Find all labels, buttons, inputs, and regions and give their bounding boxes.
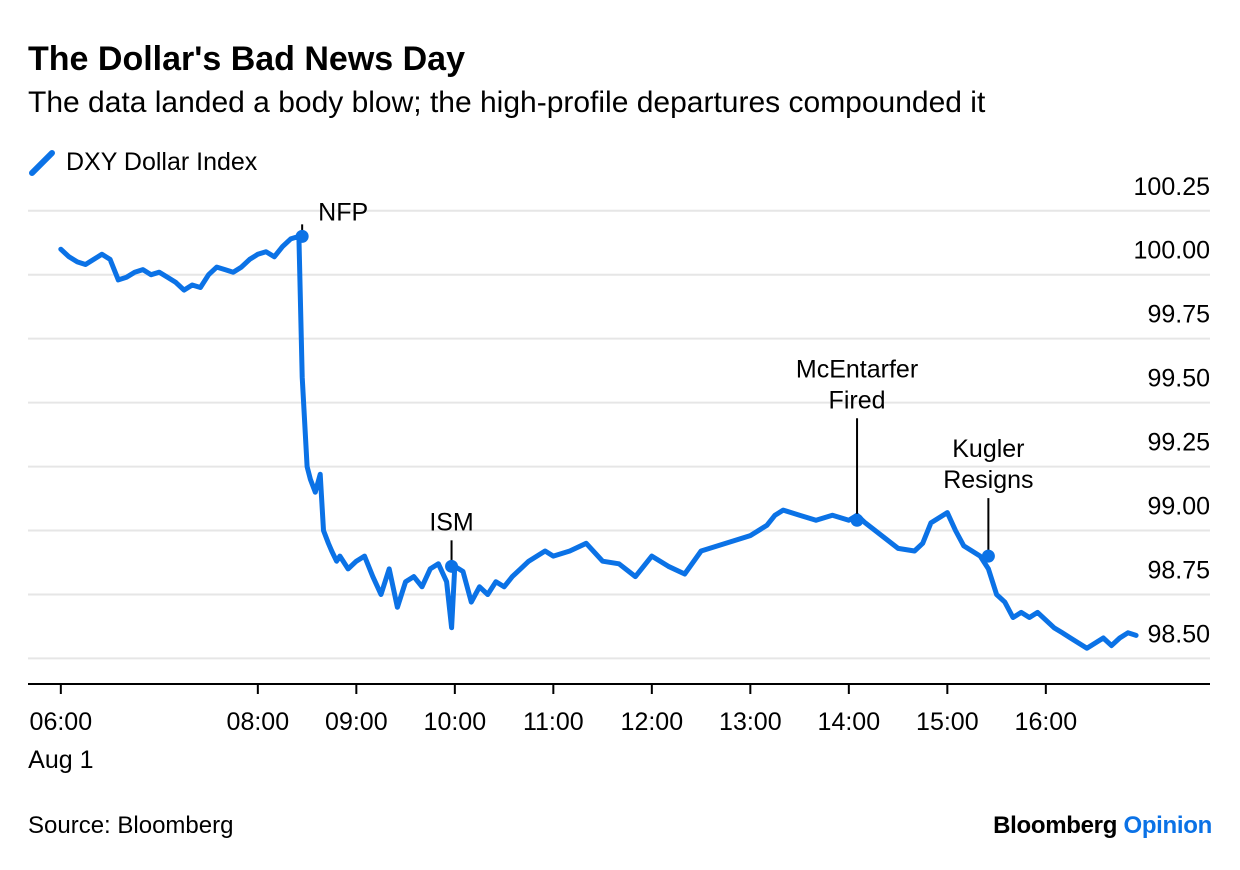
legend: DXY Dollar Index — [28, 148, 257, 177]
annotation-label-mcentarfer-fired: McEntarfer — [796, 355, 918, 383]
annotation-marker-kugler-resigns — [981, 549, 995, 563]
y-tick-label: 100.25 — [1134, 173, 1210, 201]
y-tick-label: 100.00 — [1134, 237, 1210, 265]
y-tick-label: 98.75 — [1147, 556, 1210, 584]
x-tick-label: 14:00 — [818, 708, 881, 736]
brand-sub: Opinion — [1123, 812, 1212, 839]
y-tick-label: 98.50 — [1147, 620, 1210, 648]
x-tick-label: 06:00 — [30, 708, 93, 736]
annotation-label-kugler-resigns: Resigns — [943, 466, 1033, 494]
brand-logo: Bloomberg Opinion — [993, 812, 1212, 840]
annotation-label-ism: ISM — [429, 508, 473, 536]
annotation-label-nfp: NFP — [318, 198, 368, 226]
x-tick-label: 09:00 — [325, 708, 388, 736]
series-line — [58, 233, 1139, 651]
x-tick-sublabel: Aug 1 — [28, 746, 93, 774]
legend-line-icon — [29, 149, 55, 176]
chart-title: The Dollar's Bad News Day — [28, 40, 466, 78]
annotation-marker-ism — [445, 559, 459, 573]
x-tick-label: 11:00 — [523, 708, 584, 736]
y-tick-label: 99.75 — [1147, 301, 1210, 329]
source-note: Source: Bloomberg — [28, 812, 234, 839]
legend-label: DXY Dollar Index — [66, 148, 258, 176]
annotation-label-mcentarfer-fired: Fired — [829, 386, 886, 414]
annotation-marker-nfp — [295, 229, 309, 243]
y-tick-label: 99.00 — [1147, 493, 1210, 521]
y-tick-label: 99.50 — [1147, 365, 1210, 393]
annotation-marker-mcentarfer-fired — [850, 513, 864, 527]
x-tick-label: 12:00 — [621, 708, 684, 736]
annotation-label-kugler-resigns: Kugler — [952, 435, 1024, 463]
x-tick-label: 10:00 — [424, 708, 487, 736]
chart-subtitle: The data landed a body blow; the high-pr… — [28, 86, 986, 119]
x-tick-label: 08:00 — [227, 708, 290, 736]
x-tick-label: 16:00 — [1015, 708, 1078, 736]
x-tick-label: 13:00 — [719, 708, 782, 736]
brand-main: Bloomberg — [993, 812, 1118, 839]
x-tick-label: 15:00 — [916, 708, 979, 736]
y-tick-label: 99.25 — [1147, 429, 1210, 457]
